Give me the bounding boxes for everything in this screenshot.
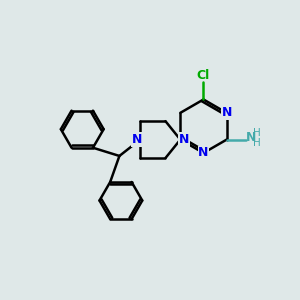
Text: H: H <box>254 138 261 148</box>
Text: N: N <box>221 106 232 119</box>
Text: N: N <box>198 146 209 160</box>
Text: N: N <box>179 133 189 146</box>
Text: Cl: Cl <box>197 69 210 82</box>
Text: N: N <box>246 131 256 144</box>
Text: H: H <box>254 128 261 138</box>
Text: N: N <box>131 133 142 146</box>
